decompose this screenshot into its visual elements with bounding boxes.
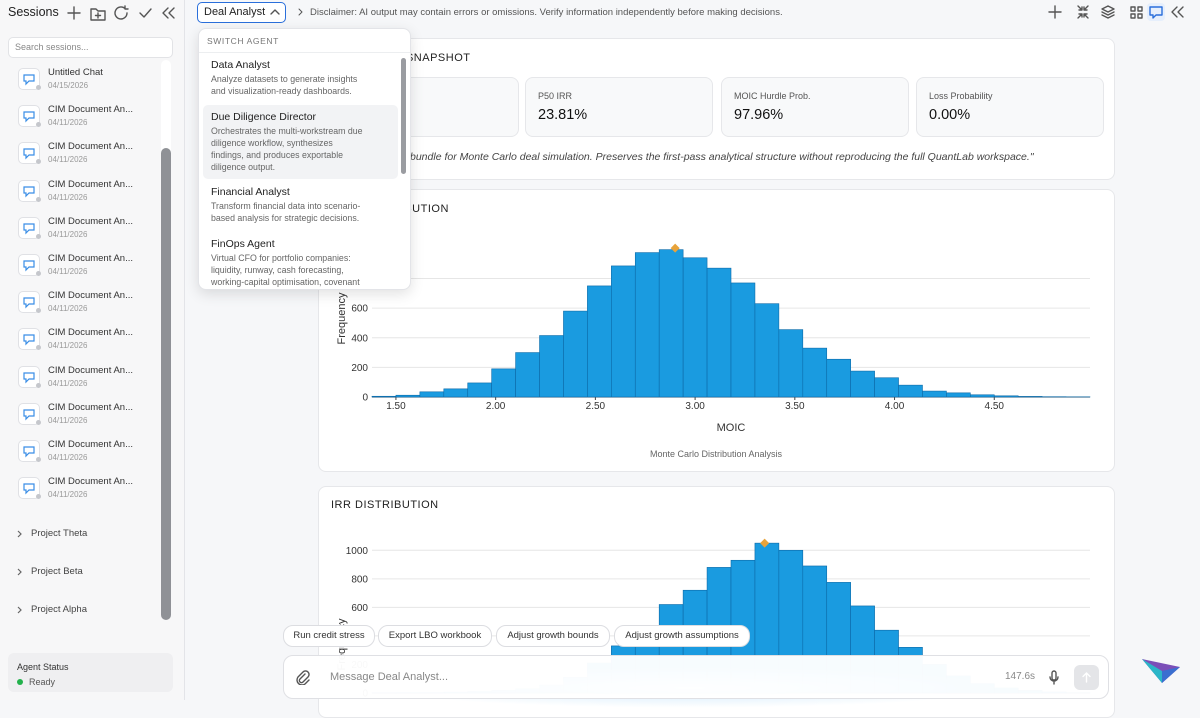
histogram-bar bbox=[516, 353, 540, 397]
charts: 0 200 400 600 800 1.50 2.00 2.50 3.00 3.50 4.00 4.5… bbox=[0, 0, 1200, 700]
agent-description: working-capital optimisation, covenant bbox=[211, 277, 360, 287]
histogram-bar bbox=[540, 336, 564, 397]
agent-description: liquidity, runway, cash forecasting, bbox=[211, 265, 344, 275]
agent-description: based analysis for strategic decisions. bbox=[211, 213, 359, 223]
histogram-bar bbox=[899, 385, 923, 397]
histogram-bar bbox=[875, 378, 899, 397]
menu-scrollbar[interactable] bbox=[401, 58, 406, 174]
y-tick-label: 0 bbox=[362, 393, 368, 404]
attach-icon[interactable] bbox=[294, 669, 310, 685]
y-tick-label: 400 bbox=[351, 333, 368, 344]
agent-description: Orchestrates the multi-workstream due bbox=[211, 126, 363, 136]
histogram-bar bbox=[635, 253, 659, 397]
agent-description: Analyze datasets to generate insights bbox=[211, 74, 357, 84]
agent-description: findings, and produces exportable bbox=[211, 150, 343, 160]
agent-item[interactable]: Due Diligence Director Orchestrates the m… bbox=[199, 110, 399, 180]
histogram-bar bbox=[587, 286, 611, 397]
x-tick-label: 1.50 bbox=[386, 401, 406, 412]
composer[interactable]: Message Deal Analyst... 147.6s bbox=[283, 655, 1109, 699]
agent-name: FinOps Agent bbox=[211, 238, 275, 250]
x-tick-label: 3.50 bbox=[785, 401, 805, 412]
histogram-bar bbox=[851, 371, 875, 397]
agent-item[interactable]: FinOps Agent Virtual CFO for portfolio co… bbox=[199, 237, 399, 285]
suggestion-chip[interactable]: Run credit stress bbox=[283, 625, 375, 647]
y-tick-label: 1000 bbox=[346, 546, 369, 557]
y-tick-label: 200 bbox=[351, 363, 368, 374]
x-tick-label: 4.00 bbox=[885, 401, 905, 412]
histogram-bar bbox=[468, 383, 492, 397]
histogram-bar bbox=[1018, 396, 1042, 397]
histogram-bar bbox=[683, 258, 707, 397]
histogram-bar bbox=[803, 348, 827, 397]
y-tick-label: 600 bbox=[351, 304, 368, 315]
histogram-bar bbox=[779, 330, 803, 397]
logo bbox=[1140, 655, 1182, 685]
y-tick-label: 600 bbox=[351, 603, 368, 614]
histogram-bar bbox=[563, 311, 587, 397]
menu-heading: SWITCH AGENT bbox=[207, 36, 279, 46]
agent-menu: SWITCH AGENT Data Analyst Analyze dataset… bbox=[198, 28, 411, 290]
mic-icon[interactable] bbox=[1047, 669, 1061, 685]
histogram-bar bbox=[827, 359, 851, 397]
x-tick-label: 4.50 bbox=[985, 401, 1005, 412]
y-axis-label: Frequency bbox=[336, 292, 348, 344]
agent-name: Data Analyst bbox=[211, 59, 270, 71]
suggestion-chip[interactable]: Adjust growth assumptions bbox=[614, 625, 750, 647]
agent-description: diligence workflow, synthesizes bbox=[211, 138, 333, 148]
histogram-bar bbox=[492, 369, 516, 397]
histogram-bar bbox=[420, 392, 444, 397]
histogram-bar bbox=[396, 395, 420, 397]
x-tick-label: 2.00 bbox=[486, 401, 506, 412]
send-button[interactable] bbox=[1074, 665, 1099, 690]
menu-divider bbox=[199, 52, 410, 53]
y-tick-label: 800 bbox=[351, 574, 368, 585]
histogram-bar bbox=[946, 393, 970, 397]
histogram-bar bbox=[707, 268, 731, 397]
composer-placeholder: Message Deal Analyst... bbox=[330, 671, 448, 683]
chart-caption: Monte Carlo Distribution Analysis bbox=[650, 449, 783, 459]
agent-description: Transform financial data into scenario- bbox=[211, 201, 360, 211]
histogram-bar bbox=[372, 396, 396, 397]
histogram-bar bbox=[444, 389, 468, 397]
agent-name: Due Diligence Director bbox=[211, 111, 316, 123]
agent-name: Financial Analyst bbox=[211, 186, 290, 198]
suggestion-chip[interactable]: Adjust growth bounds bbox=[496, 625, 610, 647]
agent-item[interactable]: Data Analyst Analyze datasets to generate… bbox=[199, 58, 399, 106]
agent-description: Virtual CFO for portfolio companies: bbox=[211, 253, 351, 263]
x-tick-label: 2.50 bbox=[586, 401, 606, 412]
histogram-bar bbox=[755, 304, 779, 397]
send-icon bbox=[1080, 671, 1093, 684]
suggestion-chip[interactable]: Export LBO workbook bbox=[378, 625, 492, 647]
x-axis-label: MOIC bbox=[717, 422, 746, 434]
histogram-bar bbox=[970, 395, 994, 397]
histogram-bar bbox=[659, 250, 683, 397]
histogram-bar bbox=[731, 283, 755, 397]
agent-item[interactable]: Financial Analyst Transform financial dat… bbox=[199, 185, 399, 233]
histogram-bar bbox=[611, 266, 635, 397]
timer: 147.6s bbox=[1005, 671, 1035, 682]
histogram-bar bbox=[994, 396, 1018, 397]
agent-description: diligence output. bbox=[211, 162, 275, 172]
x-tick-label: 3.00 bbox=[685, 401, 705, 412]
agent-description: and visualization-ready dashboards. bbox=[211, 86, 352, 96]
app: Sessions Search sessions... Untitled Cha… bbox=[0, 0, 1200, 700]
histogram-bar bbox=[922, 391, 946, 397]
